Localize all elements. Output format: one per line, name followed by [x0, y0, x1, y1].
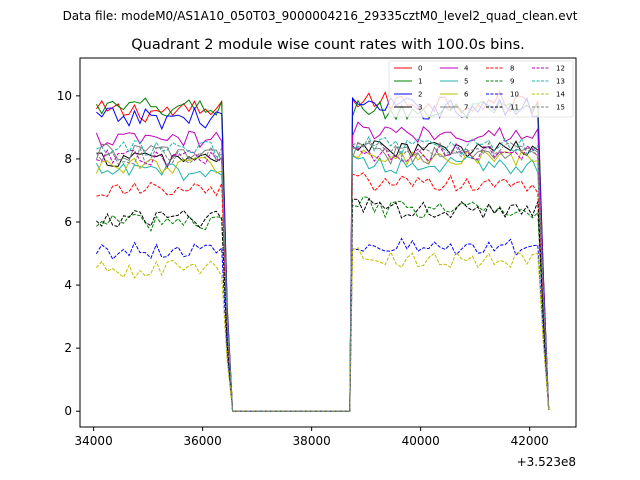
axes-background — [80, 58, 576, 427]
x-offset-label: +3.523e8 — [517, 455, 576, 469]
series-line-10 — [95, 237, 550, 412]
legend-label-10: 10 — [510, 91, 519, 99]
legend-label-0: 0 — [418, 65, 422, 73]
series-line-8 — [96, 172, 550, 412]
legend-label-13: 13 — [556, 78, 565, 86]
series-layer — [95, 90, 550, 412]
legend-label-8: 8 — [510, 65, 514, 73]
series-line-9 — [96, 196, 550, 412]
legend-label-2: 2 — [418, 91, 422, 99]
chart-title: Quadrant 2 module wise count rates with … — [131, 37, 525, 53]
legend-label-1: 1 — [418, 78, 422, 86]
series-line-7 — [95, 141, 550, 412]
legend-box — [388, 60, 574, 118]
x-tick-label: 36000 — [184, 434, 222, 448]
x-tick-label: 34000 — [75, 434, 113, 448]
y-tick-label: 4 — [64, 278, 72, 292]
legend-label-6: 6 — [464, 91, 469, 99]
y-tick-label: 6 — [64, 215, 72, 229]
series-line-11 — [96, 197, 550, 412]
axes-frame — [79, 57, 577, 428]
y-axis: 0 2 4 6 8 10 — [57, 89, 80, 418]
legend-label-15: 15 — [556, 104, 565, 112]
series-line-14 — [96, 247, 550, 412]
figure-suptitle: Data file: modeM0/AS1A10_050T03_90000042… — [63, 9, 578, 23]
series-line-13 — [96, 135, 550, 412]
series-line-5 — [95, 154, 550, 412]
y-tick-label: 2 — [64, 341, 72, 355]
legend-label-12: 12 — [556, 65, 565, 73]
series-line-15 — [95, 140, 550, 412]
legend-label-7: 7 — [464, 104, 468, 112]
x-axis: 34000 36000 38000 40000 42000 — [75, 427, 549, 448]
legend-label-4: 4 — [464, 65, 469, 73]
legend-label-14: 14 — [556, 91, 565, 99]
legend-label-5: 5 — [464, 78, 468, 86]
x-tick-label: 38000 — [293, 434, 331, 448]
series-line-4 — [95, 121, 550, 412]
plot-area — [79, 57, 577, 428]
series-line-12 — [96, 142, 550, 412]
legend-label-11: 11 — [510, 104, 519, 112]
x-tick-label: 42000 — [511, 434, 549, 448]
x-tick-label: 40000 — [402, 434, 440, 448]
y-tick-label: 10 — [57, 89, 72, 103]
legend-label-9: 9 — [510, 78, 514, 86]
y-tick-label: 8 — [64, 152, 72, 166]
y-tick-label: 0 — [64, 404, 72, 418]
legend-label-3: 3 — [418, 104, 422, 112]
